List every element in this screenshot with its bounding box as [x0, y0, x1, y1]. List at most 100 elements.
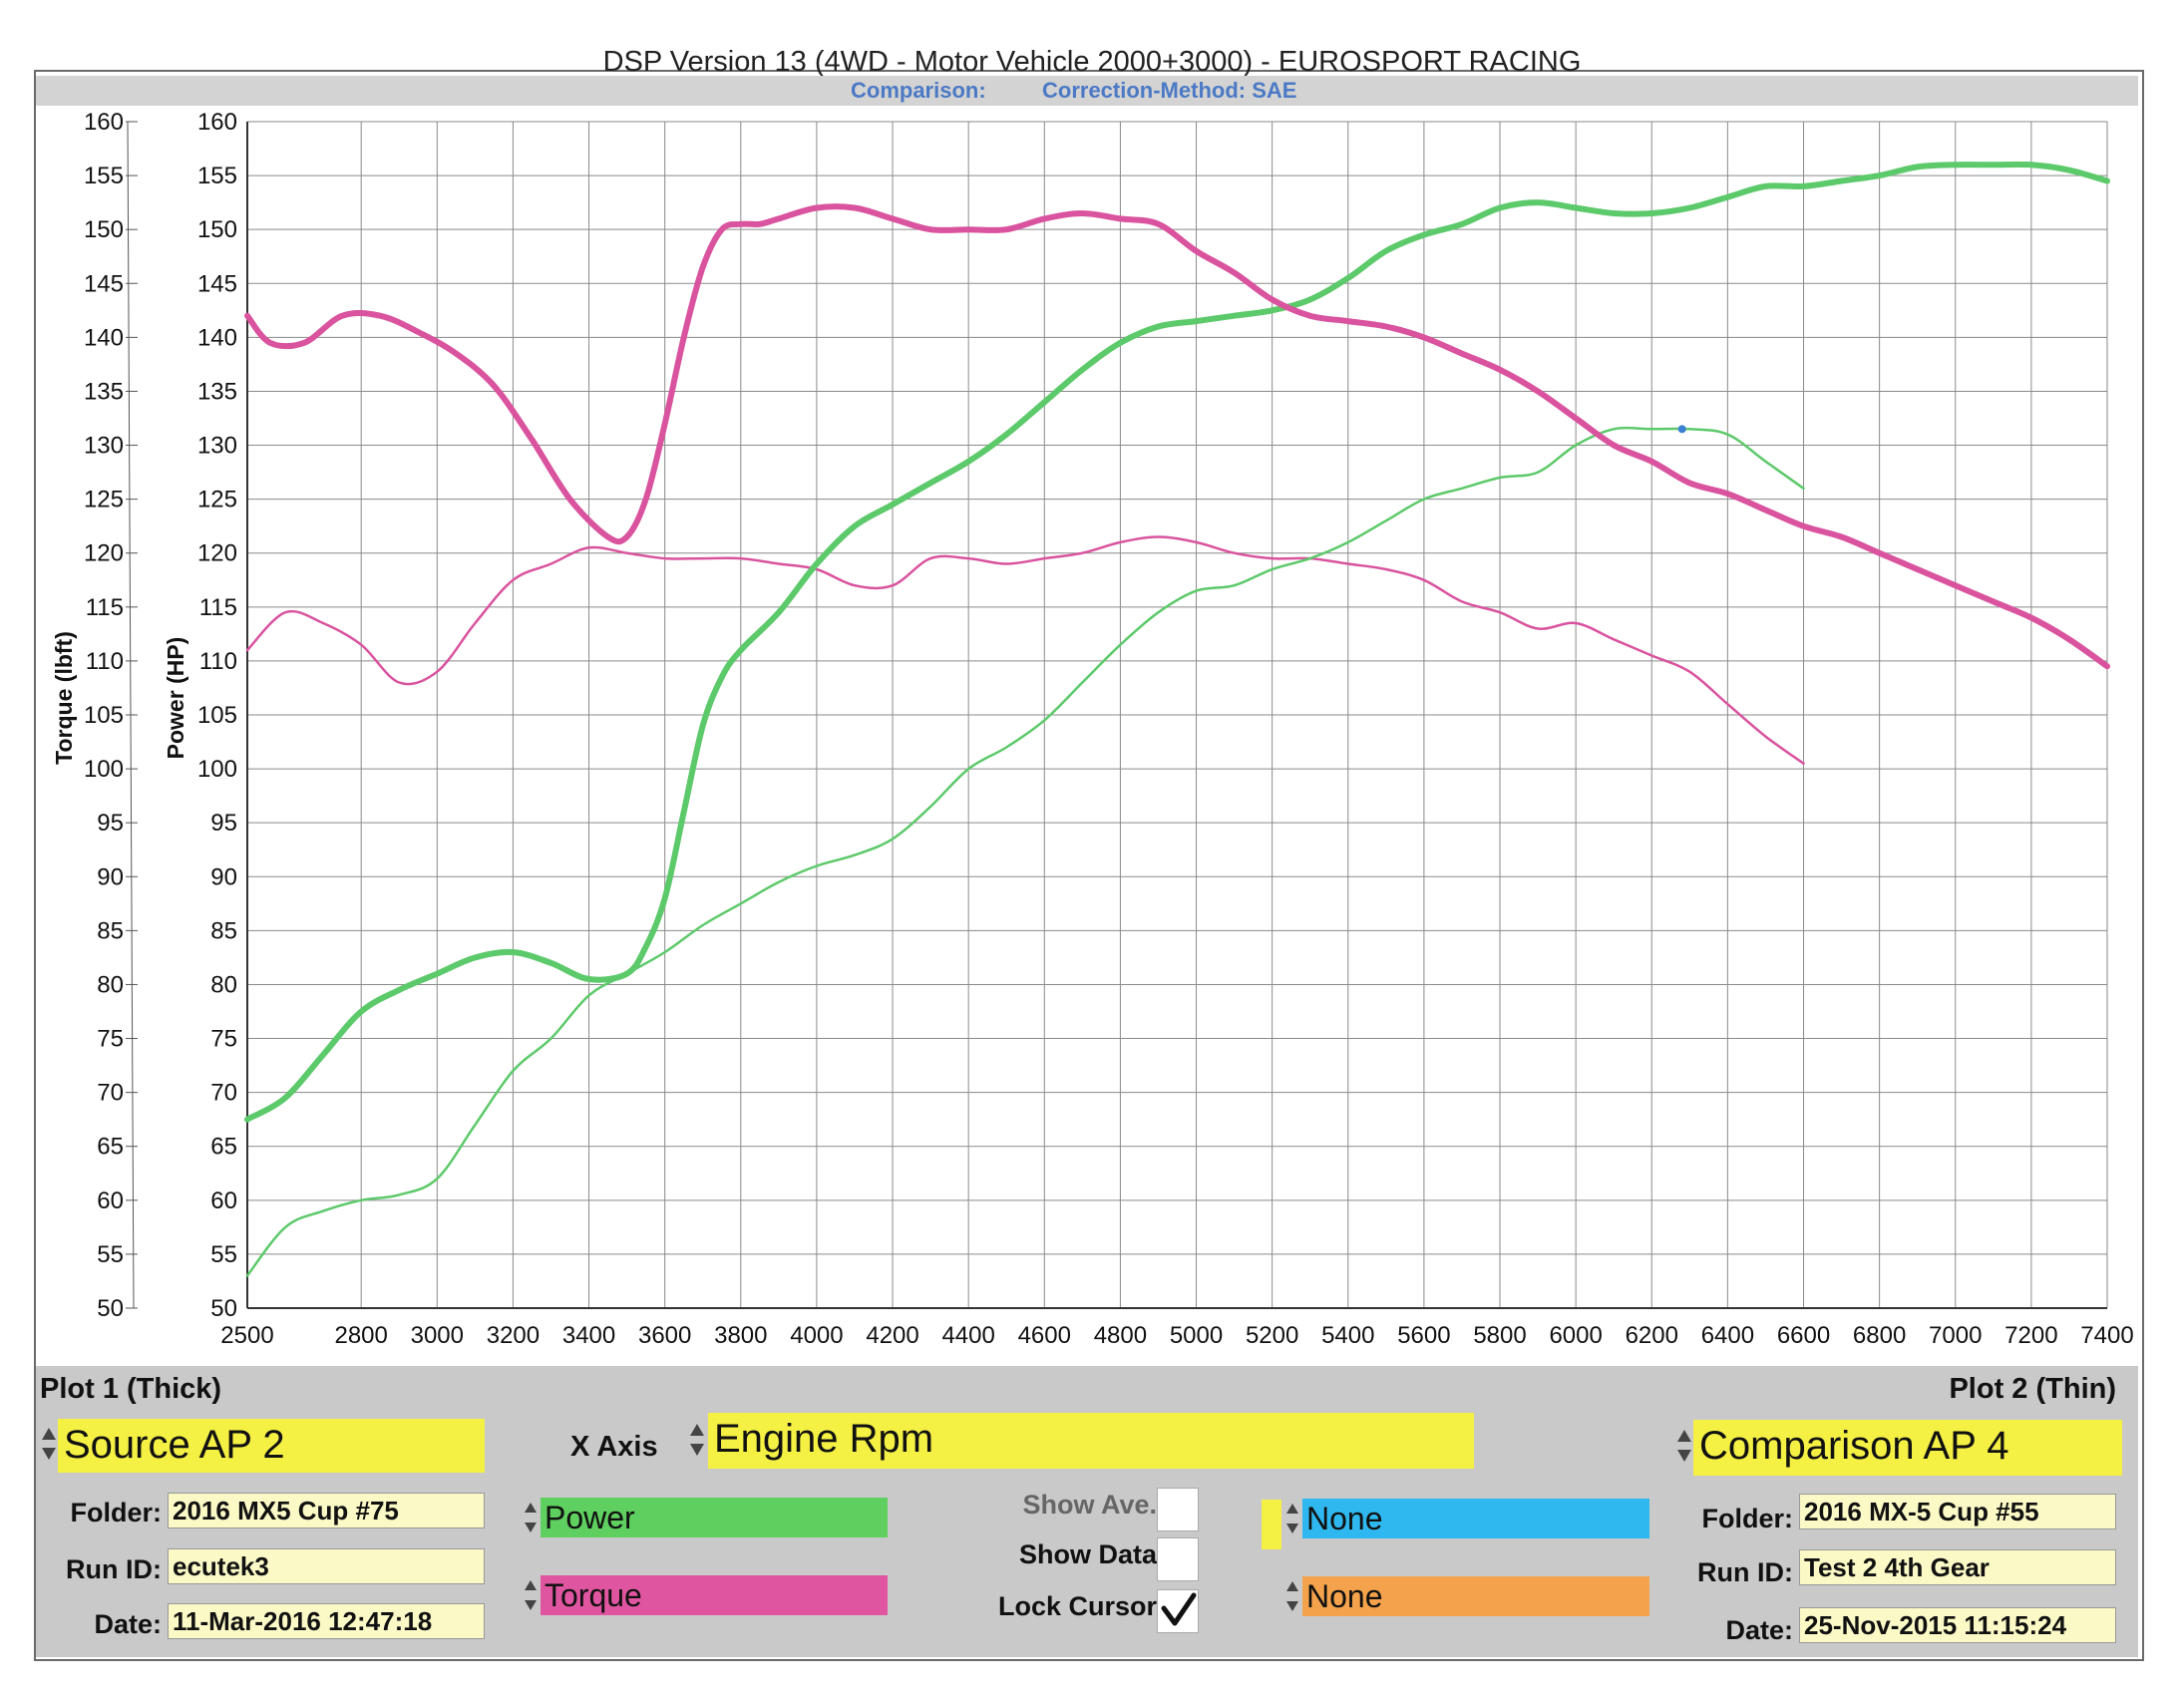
show-ave-label: Show Ave.: [1022, 1490, 1157, 1520]
source-runid-field[interactable]: ecutek3: [168, 1548, 485, 1584]
y-tick-label-right: 50: [210, 1295, 237, 1322]
source-folder-field[interactable]: 2016 MX5 Cup #75: [168, 1493, 485, 1528]
y-tick-label-right: 100: [197, 756, 237, 783]
torque-plot2-thin-line: [245, 535, 1805, 765]
y-tick-label-left: 50: [97, 1295, 124, 1322]
y-tick-label-left: 110: [86, 648, 124, 675]
y-tick-label-left: 70: [97, 1080, 124, 1107]
x-tick-label: 4600: [1018, 1322, 1071, 1349]
x-tick-label: 4000: [790, 1322, 843, 1349]
y-tick-label-left: 65: [97, 1134, 124, 1161]
x-tick-label: 7400: [2080, 1322, 2133, 1349]
subtitle-bar: [36, 76, 2138, 106]
y-tick-label-left: 85: [97, 917, 124, 944]
y-tick-label-left: 80: [97, 971, 124, 998]
y-tick-label-left: 150: [84, 216, 124, 243]
channel4-spinner[interactable]: [1284, 1579, 1300, 1613]
comparison-runid-label: Run ID:: [1697, 1557, 1793, 1587]
correction-method-label: Correction-Method: SAE: [1042, 78, 1297, 103]
y-tick-label-right: 85: [210, 917, 237, 944]
x-axis-ticks: 2500 2800 3000 3200 3400 3600 3800 4000 4200 4400…: [220, 1322, 2133, 1349]
x-tick-label: 4200: [866, 1322, 918, 1349]
x-tick-label: 2500: [220, 1322, 273, 1349]
y-tick-label-left: 55: [97, 1241, 124, 1268]
lock-cursor-checkbox[interactable]: [1157, 1589, 1199, 1633]
channel1-select[interactable]: Power: [541, 1498, 888, 1537]
comparison-folder-label: Folder:: [1701, 1504, 1794, 1533]
x-tick-label: 6000: [1549, 1322, 1602, 1349]
x-tick-label: 5400: [1321, 1322, 1374, 1349]
y-tick-label-right: 130: [197, 433, 237, 460]
y-tick-label-right: 105: [197, 702, 237, 729]
source-runid-label: Run ID:: [66, 1554, 162, 1584]
x-tick-label: 6400: [1701, 1322, 1754, 1349]
y-tick-label-right: 70: [210, 1080, 237, 1107]
y-tick-label-right: 95: [210, 810, 237, 837]
y-tick-label-left: 60: [97, 1187, 124, 1214]
x-tick-label: 6800: [1853, 1322, 1906, 1349]
source-date-label: Date:: [94, 1609, 162, 1639]
source-name[interactable]: Source AP 2: [58, 1419, 485, 1473]
channel3-select[interactable]: None: [1302, 1499, 1649, 1538]
x-tick-label: 5000: [1170, 1322, 1223, 1349]
checkmark-icon: [1161, 1592, 1197, 1626]
x-tick-label: 3000: [411, 1322, 464, 1349]
x-axis-select[interactable]: Engine Rpm: [708, 1413, 1474, 1469]
show-ave-checkbox[interactable]: [1157, 1488, 1199, 1531]
y-tick-label-left: 155: [84, 163, 124, 189]
y-tick-label-left: 125: [84, 487, 124, 513]
x-tick-label: 7200: [2004, 1322, 2057, 1349]
y-tick-label-right: 115: [199, 594, 237, 621]
source-date-field[interactable]: 11-Mar-2016 12:47:18: [168, 1603, 485, 1639]
x-tick-label: 3400: [562, 1322, 615, 1349]
y-axis-left-ticks: 50 55 60 65 70 75 80 85 90 95 100 105 110 115 120 125 13…: [84, 109, 138, 1322]
y-tick-label-right: 125: [197, 487, 237, 513]
channel3-spinner[interactable]: [1284, 1502, 1300, 1535]
comparison-label: Comparison:: [851, 78, 986, 103]
channel4-select[interactable]: None: [1302, 1576, 1649, 1616]
y-tick-label-right: 90: [210, 863, 237, 890]
power-plot2-thin-line: [245, 426, 1805, 1277]
y-tick-label-left: 105: [84, 702, 124, 729]
y-tick-label-left: 95: [97, 810, 124, 837]
x-tick-label: 6600: [1777, 1322, 1830, 1349]
comparison-folder-field[interactable]: 2016 MX-5 Cup #55: [1799, 1494, 2116, 1529]
x-tick-label: 5200: [1246, 1322, 1298, 1349]
dyno-chart[interactable]: 50 55 60 65 70 75 80 85 90 95 100 105 110 115 120 125 13…: [0, 0, 2184, 1366]
x-tick-label: 4800: [1094, 1322, 1147, 1349]
y-tick-label-right: 80: [210, 971, 237, 998]
y-tick-label-left: 130: [84, 433, 124, 460]
y-tick-label-left: 160: [84, 109, 124, 136]
comparison-spinner[interactable]: [1675, 1426, 1691, 1466]
show-data-label: Show Data: [1018, 1539, 1157, 1569]
y-tick-label-right: 60: [210, 1187, 237, 1214]
y-tick-label-right: 150: [197, 216, 237, 243]
comparison-name[interactable]: Comparison AP 4: [1693, 1420, 2122, 1476]
plot1-label: Plot 1 (Thick): [40, 1373, 222, 1405]
y-tick-label-right: 75: [210, 1026, 237, 1053]
x-tick-label: 3200: [487, 1322, 540, 1349]
source-spinner[interactable]: [40, 1424, 56, 1464]
y-axis-right-label: Power (HP): [163, 637, 188, 760]
y-tick-label-right: 145: [197, 270, 237, 297]
x-tick-label: 3600: [638, 1322, 691, 1349]
x-tick-label: 7000: [1929, 1322, 1982, 1349]
channel3-color-swatch: [1262, 1500, 1281, 1549]
plot2-label: Plot 2 (Thin): [1949, 1373, 2116, 1405]
chart-title: DSP Version 13 (4WD - Motor Vehicle 2000…: [602, 46, 1582, 78]
x-axis-spinner[interactable]: [688, 1420, 704, 1460]
channel2-spinner[interactable]: [523, 1578, 539, 1612]
y-tick-label-right: 120: [197, 540, 237, 567]
channel1-spinner[interactable]: [523, 1501, 539, 1534]
channel2-select[interactable]: Torque: [541, 1575, 888, 1615]
x-tick-label: 4400: [941, 1322, 994, 1349]
x-tick-label: 6200: [1626, 1322, 1678, 1349]
show-data-checkbox[interactable]: [1157, 1537, 1199, 1581]
torque-plot1-thick-line: [244, 203, 2110, 670]
comparison-runid-field[interactable]: Test 2 4th Gear: [1799, 1549, 2116, 1585]
chart-series: [244, 161, 2110, 1277]
x-axis-label: X Axis: [570, 1431, 658, 1463]
y-tick-label-right: 135: [197, 378, 237, 405]
y-tick-label-left: 140: [84, 324, 124, 351]
comparison-date-field[interactable]: 25-Nov-2015 11:15:24: [1799, 1607, 2116, 1643]
